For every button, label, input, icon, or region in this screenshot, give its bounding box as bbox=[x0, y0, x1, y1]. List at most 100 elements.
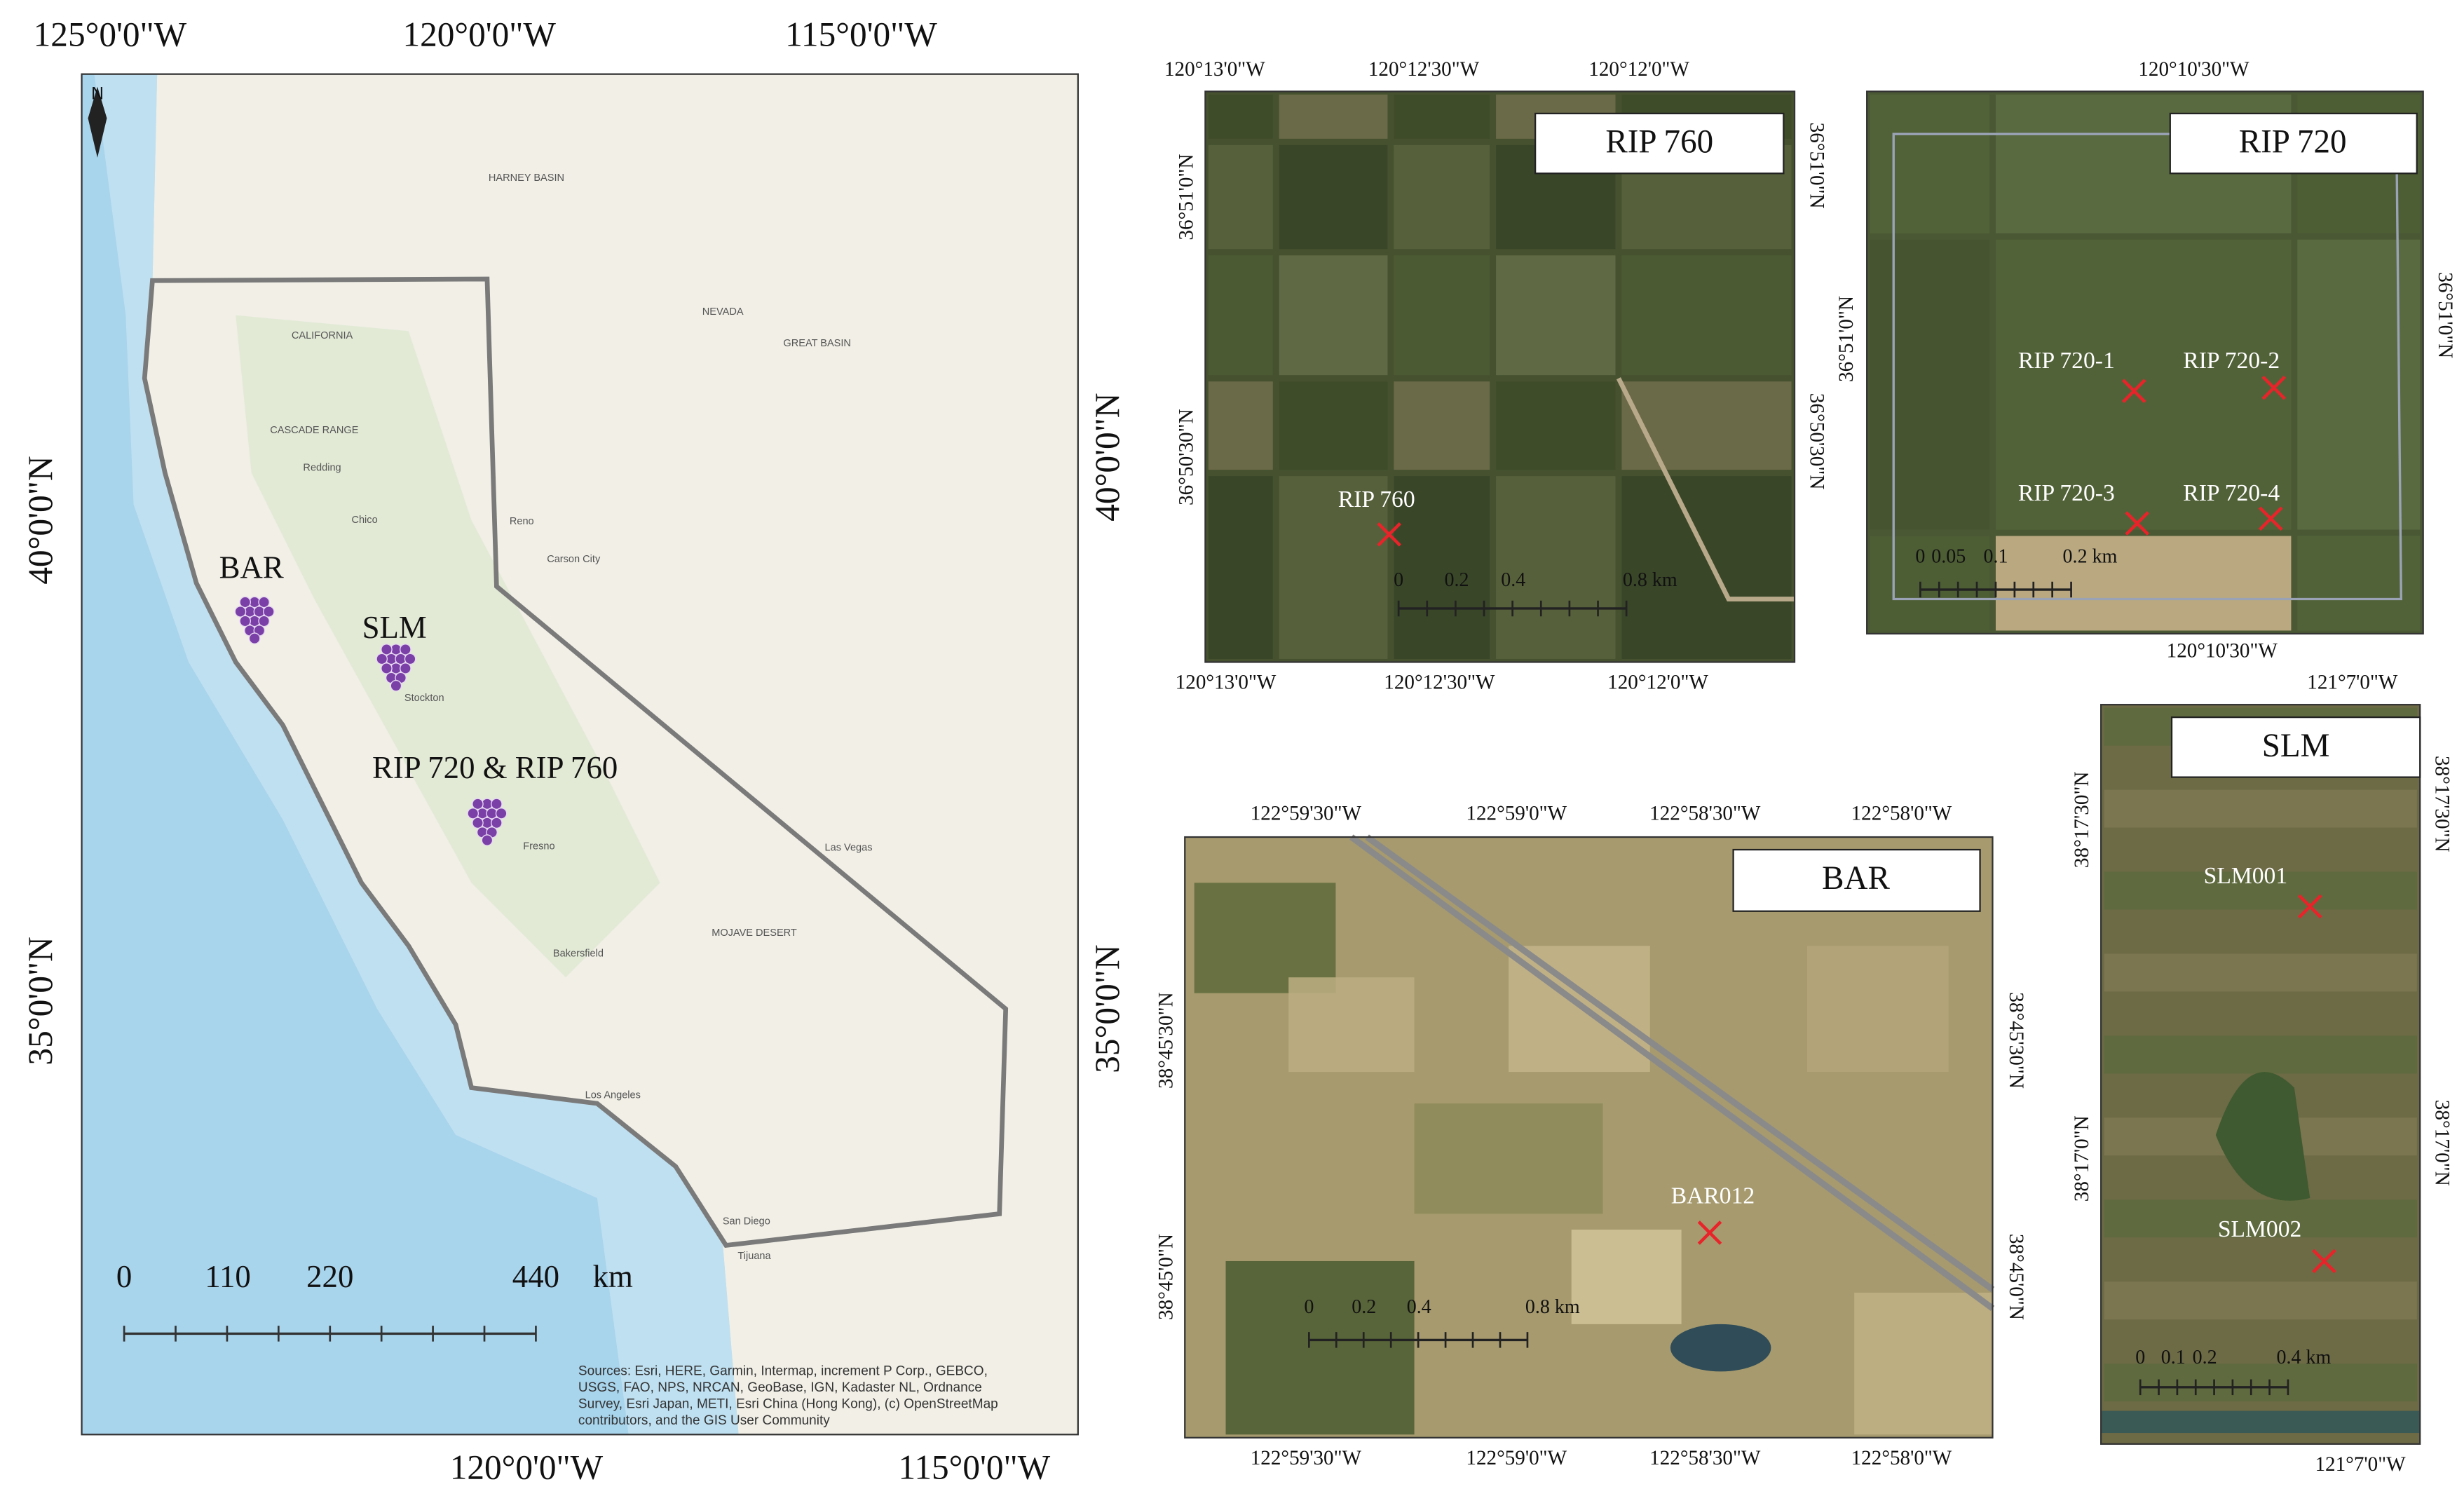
longitude-label: 121°7'0"W bbox=[2307, 672, 2398, 694]
longitude-label: 115°0'0"W bbox=[785, 15, 937, 53]
title-box bbox=[1732, 848, 1981, 912]
grape bbox=[390, 679, 402, 692]
scale-label: 0.2 km bbox=[2063, 545, 2118, 567]
grape bbox=[376, 653, 388, 665]
scale-label: 0.05 bbox=[1931, 545, 1966, 567]
point-label: RIP 720-1 bbox=[2018, 348, 2115, 374]
parcel bbox=[1225, 1260, 1415, 1435]
parcel bbox=[1288, 977, 1415, 1073]
longitude-label: 122°58'30"W bbox=[1649, 1447, 1761, 1469]
panel-title: BAR bbox=[1822, 860, 1890, 897]
grape bbox=[491, 817, 503, 829]
place-label: GREAT BASIN bbox=[783, 338, 851, 349]
scale-label: 0 bbox=[1915, 545, 1925, 567]
longitude-label: 120°13'0"W bbox=[1164, 58, 1265, 81]
field-strip bbox=[2104, 953, 2417, 992]
field-strip bbox=[2104, 1199, 2417, 1238]
latitude-label: 36°50'30"N bbox=[1175, 409, 1197, 505]
field-strip bbox=[2104, 789, 2417, 828]
latitude-label: 38°17'30"N bbox=[2431, 756, 2453, 852]
parcel bbox=[1854, 1292, 1993, 1435]
valley-relief bbox=[236, 315, 660, 978]
field bbox=[1394, 381, 1490, 470]
place-label: Bakersfield bbox=[553, 948, 604, 959]
longitude-label: 120°10'30"W bbox=[2167, 640, 2278, 662]
grape bbox=[258, 596, 270, 608]
field bbox=[1279, 476, 1388, 659]
panel-frame bbox=[2100, 704, 2421, 1445]
longitude-label: 122°58'30"W bbox=[1649, 802, 1761, 824]
field bbox=[1208, 144, 1273, 250]
point-label: RIP 760 bbox=[1338, 487, 1415, 512]
place-label: Tijuana bbox=[737, 1251, 771, 1262]
site-marker bbox=[2121, 379, 2146, 404]
field bbox=[1208, 94, 1273, 139]
field-strip bbox=[2104, 1364, 2417, 1402]
grape bbox=[467, 808, 479, 820]
place-label: Carson City bbox=[547, 554, 601, 565]
grape bbox=[472, 798, 484, 810]
site-marker bbox=[2261, 375, 2287, 400]
scale-label: 0 bbox=[116, 1259, 132, 1294]
field bbox=[2297, 239, 2421, 530]
latitude-label: 38°17'0"N bbox=[2071, 1115, 2093, 1202]
grape bbox=[258, 615, 270, 627]
grape bbox=[472, 817, 484, 829]
panel-frame bbox=[1866, 90, 2424, 635]
river bbox=[2101, 1410, 2421, 1434]
place-label: San Diego bbox=[723, 1216, 770, 1228]
parcel bbox=[1414, 1103, 1603, 1214]
field-strip bbox=[2104, 1281, 2417, 1320]
title-box bbox=[2170, 716, 2421, 778]
latitude-label: 36°51'0"N bbox=[1835, 296, 1858, 382]
field bbox=[1995, 239, 2292, 530]
scale-label: 0.4 km bbox=[2276, 1347, 2331, 1368]
grape bbox=[248, 632, 261, 645]
longitude-label: 120°12'30"W bbox=[1384, 672, 1495, 694]
panel-frame bbox=[1184, 836, 1994, 1439]
ocean bbox=[81, 74, 739, 1435]
point-label: SLM001 bbox=[2204, 863, 2288, 889]
place-label: MOJAVE DESERT bbox=[712, 927, 797, 939]
scale-label: 0 bbox=[2135, 1347, 2145, 1368]
field bbox=[1208, 381, 1273, 470]
latitude-label: 35°0'0"N bbox=[1088, 944, 1127, 1073]
latitude-label: 36°51'0"N bbox=[1805, 123, 1827, 209]
place-label: Las Vegas bbox=[825, 843, 873, 854]
site-label: BAR bbox=[219, 550, 284, 585]
grape bbox=[381, 662, 393, 674]
latitude-label: 35°0'0"N bbox=[21, 937, 60, 1066]
field bbox=[1496, 255, 1616, 376]
latitude-label: 40°0'0"N bbox=[21, 456, 60, 585]
grape bbox=[481, 834, 494, 846]
place-label: Redding bbox=[303, 463, 341, 474]
field bbox=[1870, 94, 1990, 233]
grape bbox=[400, 644, 411, 655]
source-text: Sources: Esri, HERE, Garmin, Intermap, i… bbox=[578, 1364, 988, 1378]
field bbox=[1621, 476, 1792, 659]
panel-frame bbox=[1204, 90, 1796, 663]
north-arrow bbox=[88, 86, 107, 158]
latitude-label: 36°51'0"N bbox=[2434, 272, 2456, 358]
field bbox=[1621, 381, 1792, 470]
site-label: RIP 720 & RIP 760 bbox=[372, 750, 618, 785]
grape bbox=[495, 808, 508, 820]
scale-label: 440 bbox=[512, 1259, 559, 1294]
panel-title: RIP 720 bbox=[2239, 124, 2347, 161]
longitude-label: 120°13'0"W bbox=[1176, 672, 1277, 694]
scale-label: 0.4 bbox=[1407, 1296, 1431, 1318]
place-label: HARNEY BASIN bbox=[489, 172, 564, 184]
scale-label: 0 bbox=[1394, 569, 1403, 591]
field bbox=[1870, 239, 1990, 530]
title-box bbox=[1534, 112, 1785, 175]
longitude-label: 122°59'0"W bbox=[1466, 1447, 1567, 1469]
field bbox=[1279, 255, 1388, 376]
longitude-label: 125°0'0"W bbox=[34, 15, 187, 53]
longitude-label: 120°12'0"W bbox=[1607, 672, 1708, 694]
source-text: contributors, and the GIS User Community bbox=[578, 1413, 830, 1428]
site-marker bbox=[2298, 894, 2322, 919]
overview-frame bbox=[81, 73, 1079, 1436]
field bbox=[1394, 144, 1490, 250]
place-label: Fresno bbox=[523, 841, 554, 852]
site-marker bbox=[1377, 522, 1401, 547]
